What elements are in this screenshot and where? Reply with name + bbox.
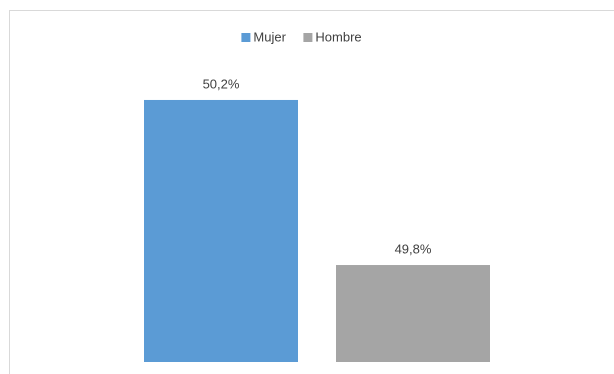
data-label: 49,8%: [395, 241, 432, 256]
legend-swatch: [303, 33, 313, 42]
legend-swatch: [241, 33, 251, 42]
bar: [144, 99, 298, 363]
legend-label: Mujer: [253, 29, 286, 44]
bar: [336, 265, 490, 362]
legend-label: Hombre: [315, 29, 361, 44]
data-label: 50,2%: [203, 76, 240, 91]
chart-frame: [9, 10, 614, 374]
